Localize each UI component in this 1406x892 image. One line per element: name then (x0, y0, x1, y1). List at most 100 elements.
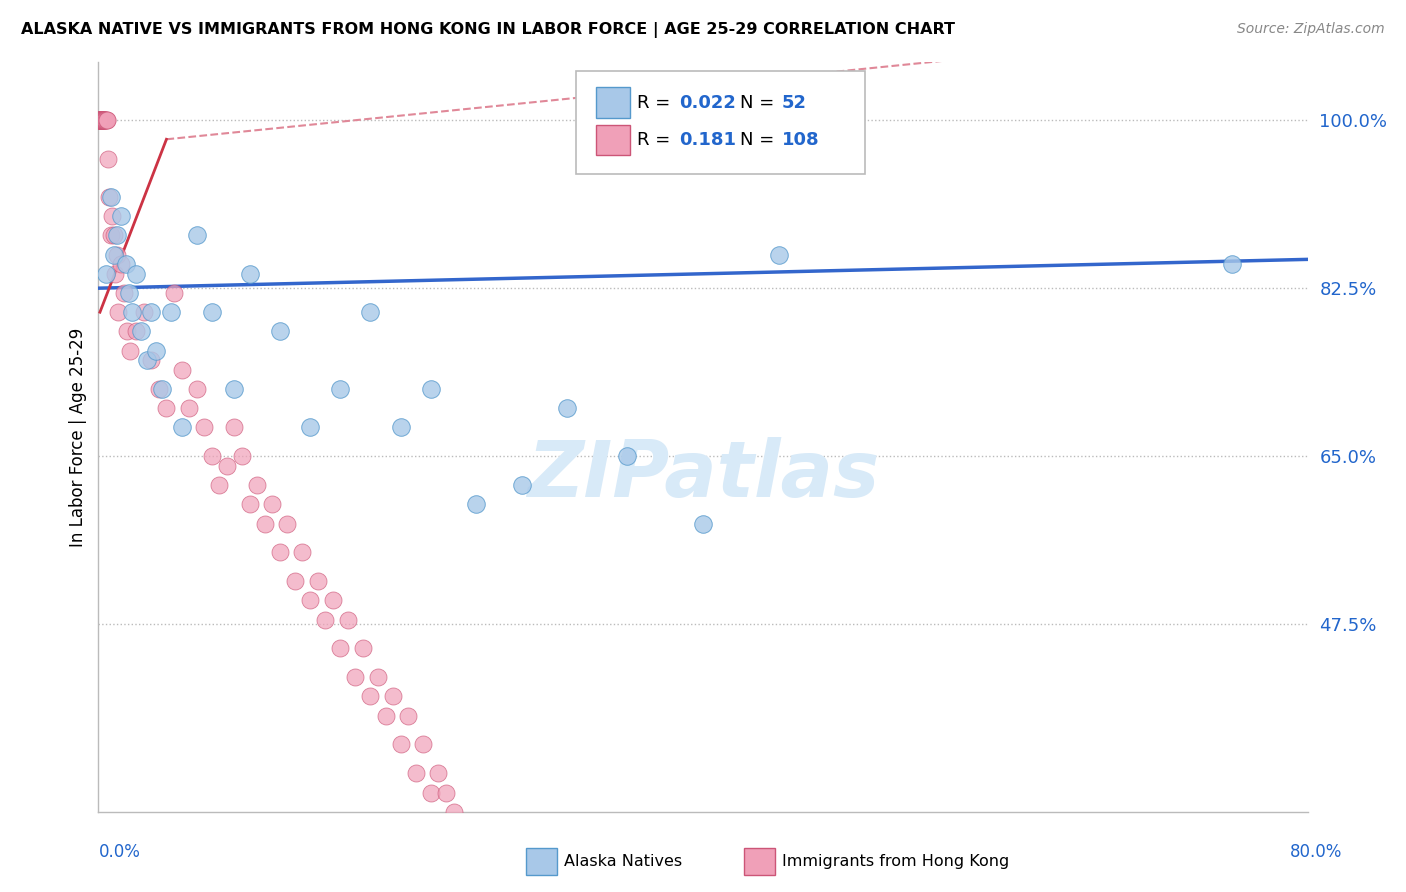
Point (110, 257, 132, 271)
Point (160, 305, 183, 319)
Point (141, 305, 163, 319)
Point (253, 516, 276, 531)
Point (104, 267, 127, 281)
Point (269, 545, 291, 559)
Point (231, 450, 253, 464)
Point (291, 545, 314, 559)
Point (105, 247, 128, 261)
Point (215, 458, 238, 473)
Point (396, 708, 419, 723)
Point (90, 113, 112, 128)
Point (98, 190, 121, 204)
Point (420, 382, 443, 396)
Y-axis label: In Labor Force | Age 25-29: In Labor Force | Age 25-29 (69, 327, 87, 547)
Point (201, 450, 224, 464)
Point (768, 247, 790, 261)
Point (89, 113, 111, 128)
Point (132, 305, 155, 319)
Point (465, 843, 488, 857)
Point (89, 113, 111, 128)
Point (90, 113, 112, 128)
Point (94, 267, 117, 281)
Point (307, 574, 329, 589)
Text: Alaska Natives: Alaska Natives (564, 855, 682, 869)
Point (224, 382, 246, 396)
Point (105, 228, 128, 243)
Point (94, 113, 117, 128)
Text: 0.0%: 0.0% (98, 843, 141, 861)
Point (163, 285, 186, 300)
Point (186, 228, 208, 243)
Point (114, 257, 136, 271)
Point (224, 420, 246, 434)
Point (503, 891, 526, 892)
Point (125, 325, 148, 339)
Point (90, 113, 112, 128)
Point (284, 574, 307, 589)
Point (115, 325, 138, 339)
Point (107, 305, 129, 319)
Point (93, 113, 115, 128)
Point (239, 497, 262, 511)
Point (472, 853, 495, 867)
Point (186, 382, 208, 396)
Point (201, 305, 224, 319)
Point (420, 785, 443, 799)
Point (344, 670, 367, 684)
Point (382, 690, 405, 704)
Text: 0.022: 0.022 (679, 94, 735, 112)
Point (450, 824, 472, 838)
Point (457, 833, 479, 847)
Point (148, 382, 170, 396)
Point (103, 228, 125, 243)
Point (208, 478, 231, 492)
Text: N =: N = (740, 94, 779, 112)
Point (145, 343, 167, 358)
Point (103, 247, 125, 261)
Point (495, 881, 517, 892)
Point (170, 363, 193, 377)
Point (692, 516, 714, 531)
Text: 52: 52 (782, 94, 807, 112)
Point (97, 152, 120, 166)
Point (1220, 257, 1243, 271)
Point (616, 450, 638, 464)
Point (510, 478, 533, 492)
Point (89, 113, 111, 128)
Point (129, 325, 152, 339)
Point (299, 420, 322, 434)
Point (193, 420, 215, 434)
Point (94, 113, 117, 128)
Text: R =: R = (637, 94, 676, 112)
Point (90, 113, 112, 128)
Point (96, 113, 118, 128)
Point (555, 401, 578, 416)
Point (389, 738, 412, 752)
Point (91, 113, 114, 128)
Point (170, 420, 193, 434)
Point (89, 113, 111, 128)
Point (93, 113, 115, 128)
Point (101, 209, 124, 223)
Point (465, 497, 488, 511)
Point (299, 593, 322, 607)
Point (89, 113, 111, 128)
Point (412, 738, 434, 752)
Text: 0.181: 0.181 (679, 131, 737, 149)
Point (276, 516, 298, 531)
Point (481, 863, 503, 877)
Text: Immigrants from Hong Kong: Immigrants from Hong Kong (782, 855, 1010, 869)
Point (93, 113, 115, 128)
Point (91, 113, 114, 128)
Point (118, 285, 141, 300)
Point (488, 871, 510, 886)
Point (141, 353, 163, 368)
Point (367, 670, 389, 684)
Point (246, 478, 269, 492)
Point (90, 113, 112, 128)
Point (91, 113, 114, 128)
Point (427, 766, 450, 780)
Point (91, 113, 114, 128)
Point (96, 113, 118, 128)
Point (155, 401, 177, 416)
